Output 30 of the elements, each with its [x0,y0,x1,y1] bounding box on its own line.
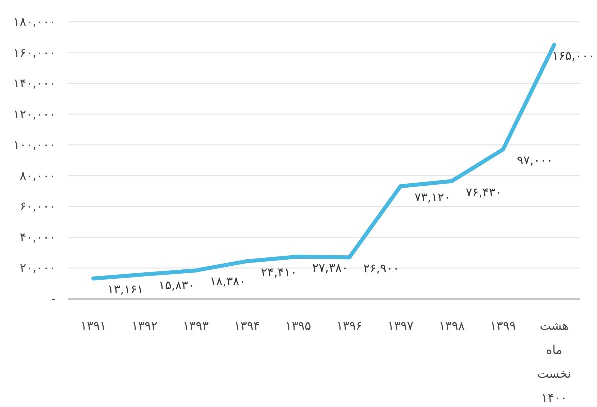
data-label: ۲۶,۹۰۰ [364,262,400,276]
data-label: ۲۴,۴۱۰ [261,265,298,280]
data-label: ۱۳,۱۶۱ [108,282,144,297]
x-tick-label: ۱۳۹۹ [490,319,516,333]
x-tick-label: ۱۳۹۵ [286,319,312,333]
data-label: ۷۶,۴۳۰ [466,185,502,200]
y-tick-label: - [52,292,56,306]
y-tick-label: ۶۰,۰۰۰ [20,200,56,214]
x-tick-label: ۱۳۹۸ [439,319,466,333]
y-tick-label: ۱۶۰,۰۰۰ [14,46,56,60]
data-label: ۱۵,۸۳۰ [158,278,195,293]
y-tick-label: ۲۰,۰۰۰ [20,261,56,276]
x-tick-label: هشت ماه نخست ۱۴۰۰ [538,319,572,405]
data-label: ۱۶۵,۰۰۰ [552,49,595,64]
x-tick-label: ۱۳۹۴ [234,319,260,333]
x-tick-label: ۱۳۹۲ [132,319,158,333]
data-label: ۹۷,۰۰۰ [517,154,554,168]
data-label: ۷۳,۱۲۰ [414,190,451,204]
data-label: ۲۷,۳۸۰ [312,260,348,275]
y-tick-label: ۱۲۰,۰۰۰ [14,107,56,122]
y-tick-label: ۱۸۰,۰۰۰ [14,15,56,29]
data-label: ۱۸,۳۸۰ [210,274,246,289]
x-tick-label: ۱۳۹۳ [183,319,210,333]
y-tick-label: ۴۰,۰۰۰ [20,230,56,244]
x-tick-label: ۱۳۹۱ [80,319,106,333]
y-tick-label: ۱۰۰,۰۰۰ [14,138,56,152]
y-tick-label: ۱۴۰,۰۰۰ [14,76,56,91]
x-tick-label: ۱۳۹۶ [336,319,362,333]
y-tick-label: ۸۰,۰۰۰ [20,168,56,183]
x-tick-label: ۱۳۹۷ [388,319,414,333]
